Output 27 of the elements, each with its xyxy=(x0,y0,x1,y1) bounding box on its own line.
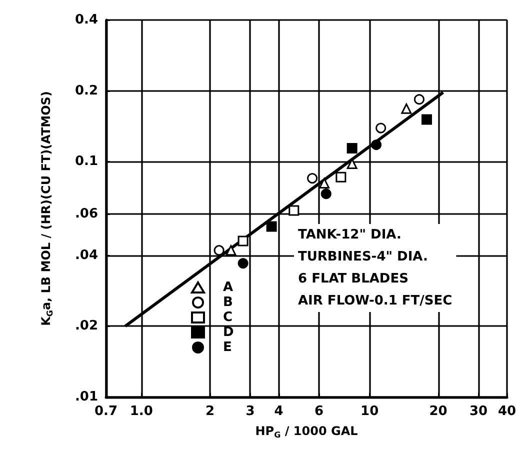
annotation: TURBINES-4" DIA. xyxy=(298,250,428,264)
legend-label: A xyxy=(223,280,234,295)
y-tick-label: 0.4 xyxy=(74,12,98,28)
legend-label: C xyxy=(223,310,233,325)
x-tick-label: 30 xyxy=(469,404,488,419)
x-tick-label: 0.7 xyxy=(94,404,118,419)
annotation: 6 FLAT BLADES xyxy=(298,272,408,286)
y-tick-label: .06 xyxy=(74,206,98,222)
x-tick-label: 6 xyxy=(314,404,324,419)
y-tick-label: 0.2 xyxy=(74,83,98,98)
x-tick-label: 1.0 xyxy=(130,404,153,419)
annotation: AIR FLOW-0.1 FT/SEC xyxy=(298,294,452,308)
x-tick-label: 20 xyxy=(429,404,448,419)
x-tick-label: 4 xyxy=(274,404,284,419)
y-tick-label: .02 xyxy=(74,318,98,334)
y-tick-label: .01 xyxy=(74,390,98,404)
legend-label: E xyxy=(223,340,232,355)
x-tick-label: 3 xyxy=(246,404,255,419)
annotation: TANK-12" DIA. xyxy=(298,228,402,242)
x-tick-label: 40 xyxy=(498,404,516,419)
y-axis-title: KGa, LB MOL / (HR)(CU FT)(ATMOS) xyxy=(39,91,54,326)
x-tick-label: 2 xyxy=(206,404,215,419)
y-tick-label: .04 xyxy=(74,248,98,263)
legend-label: D xyxy=(223,325,234,340)
legend-label: B xyxy=(223,295,233,310)
x-tick-label: 10 xyxy=(360,404,379,419)
y-tick-label: 0.1 xyxy=(74,154,98,170)
